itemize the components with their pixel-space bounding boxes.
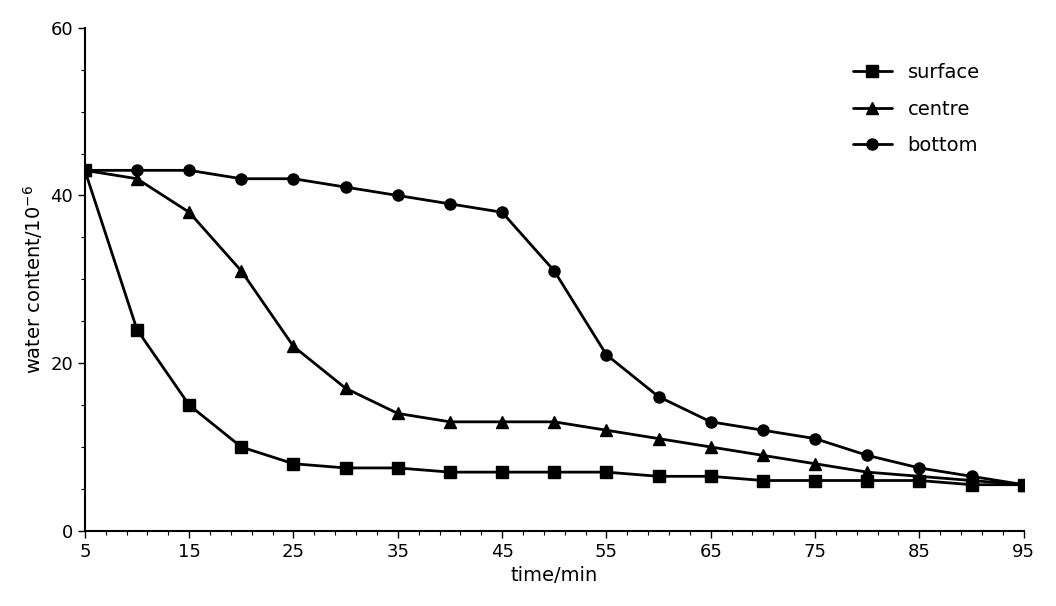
bottom	[653, 393, 665, 401]
bottom	[548, 267, 561, 275]
centre	[756, 451, 769, 459]
centre	[339, 385, 352, 392]
bottom	[809, 435, 822, 442]
centre	[861, 468, 873, 476]
surface	[235, 444, 248, 451]
bottom	[339, 184, 352, 191]
surface	[653, 473, 665, 480]
centre	[704, 444, 717, 451]
centre	[444, 418, 456, 425]
bottom	[600, 351, 612, 358]
surface	[339, 464, 352, 471]
centre	[287, 343, 300, 350]
surface	[444, 468, 456, 476]
surface	[183, 401, 195, 408]
surface	[131, 326, 144, 333]
Line: surface: surface	[79, 165, 1030, 490]
centre	[809, 460, 822, 467]
centre	[1017, 481, 1030, 488]
centre	[78, 167, 91, 174]
surface	[392, 464, 404, 471]
bottom	[444, 200, 456, 207]
bottom	[861, 451, 873, 459]
surface	[1017, 481, 1030, 488]
centre	[131, 175, 144, 182]
centre	[653, 435, 665, 442]
bottom	[913, 464, 926, 471]
X-axis label: time/min: time/min	[511, 566, 598, 585]
surface	[861, 477, 873, 484]
surface	[913, 477, 926, 484]
Y-axis label: water content/10$^{-6}$: water content/10$^{-6}$	[21, 185, 44, 374]
bottom	[235, 175, 248, 182]
centre	[495, 418, 508, 425]
bottom	[965, 473, 978, 480]
centre	[392, 410, 404, 417]
centre	[965, 477, 978, 484]
centre	[913, 473, 926, 480]
bottom	[495, 208, 508, 216]
surface	[756, 477, 769, 484]
surface	[704, 473, 717, 480]
centre	[235, 267, 248, 275]
bottom	[78, 167, 91, 174]
Line: bottom: bottom	[79, 165, 1030, 490]
surface	[287, 460, 300, 467]
centre	[183, 208, 195, 216]
surface	[548, 468, 561, 476]
surface	[78, 167, 91, 174]
surface	[495, 468, 508, 476]
Line: centre: centre	[78, 164, 1030, 491]
bottom	[131, 167, 144, 174]
surface	[965, 481, 978, 488]
surface	[600, 468, 612, 476]
bottom	[392, 192, 404, 199]
bottom	[287, 175, 300, 182]
surface	[809, 477, 822, 484]
bottom	[704, 418, 717, 425]
bottom	[1017, 481, 1030, 488]
bottom	[183, 167, 195, 174]
bottom	[756, 427, 769, 434]
Legend: surface, centre, bottom: surface, centre, bottom	[837, 48, 995, 171]
centre	[548, 418, 561, 425]
centre	[600, 427, 612, 434]
